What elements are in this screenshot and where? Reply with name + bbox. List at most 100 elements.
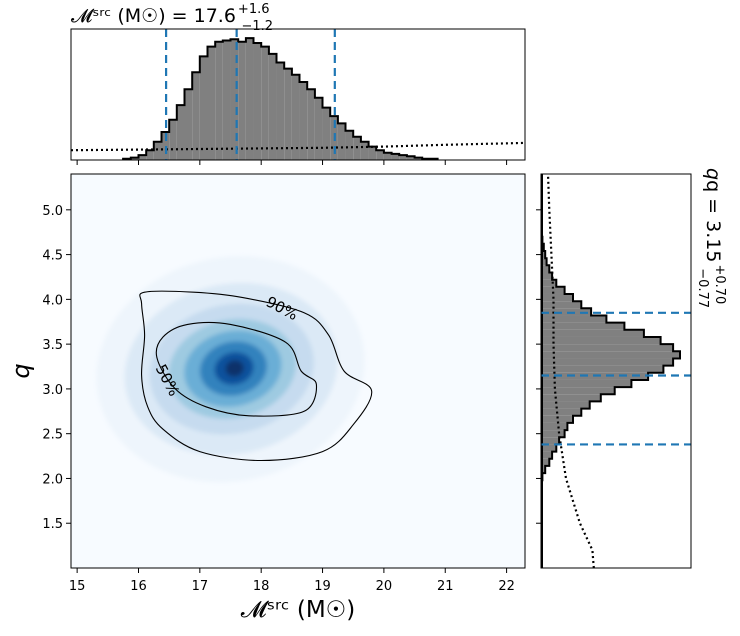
joint-density-panel: 90%50% 15 16 17 18 19 20 21 221.52.02.53.03.54.… — [7, 173, 526, 623]
top-hist-outline — [122, 37, 439, 160]
top-hist-bar — [222, 40, 231, 160]
top-hist-bar — [138, 155, 147, 160]
top-hist-bar — [207, 46, 216, 160]
right-hist-bar — [541, 365, 664, 373]
top-hist-bar — [322, 107, 331, 160]
y-tick-label: 5.0 — [42, 204, 63, 219]
top-hist-bar — [268, 53, 277, 160]
top-hist-bar — [376, 150, 384, 160]
right-hist-bar — [541, 265, 550, 273]
right-hist-bar — [541, 315, 607, 323]
top-hist-bar — [215, 41, 223, 160]
right-hist-bar — [541, 379, 632, 388]
top-hist-bar — [253, 42, 262, 160]
top-hist-bar — [192, 72, 200, 160]
right-hist-bar — [541, 401, 590, 409]
x-tick-label: 19 — [314, 579, 331, 594]
top-hist-bar — [230, 39, 239, 160]
x-tick-label: 20 — [376, 579, 393, 594]
top-hist-bar — [383, 152, 392, 160]
right-marginal-panel: qq = 3.15+0.70−0.77 — [536, 168, 727, 569]
top-hist-bar — [130, 157, 139, 160]
y-tick-label: 2.0 — [42, 472, 63, 487]
x-tick-label: 22 — [498, 579, 515, 594]
top-hist-bar — [238, 41, 246, 160]
top-hist-bar — [406, 156, 415, 160]
y-tick-label: 2.5 — [42, 428, 63, 443]
top-hist-bar — [399, 155, 407, 160]
top-hist-bar — [161, 131, 170, 160]
y-tick-label: 3.0 — [42, 383, 63, 398]
right-hist-bar — [541, 258, 547, 266]
right-panel-frame — [540, 173, 692, 569]
top-hist-bar — [337, 123, 346, 160]
top-hist-bar — [291, 74, 300, 160]
svg-text:qq = 3.15+0.70−0.77: qq = 3.15+0.70−0.77 — [695, 168, 727, 308]
top-panel-title: 𝓜ˢʳᶜ (M☉) = 17.6 +1.6 −1.2 — [71, 2, 273, 34]
right-hist-bar — [541, 251, 546, 259]
right-hist-bar — [541, 415, 573, 423]
right-hist-bar — [541, 301, 582, 309]
right-hist-bar — [541, 279, 557, 287]
right-hist-bar — [541, 387, 615, 395]
top-hist-bar — [391, 153, 400, 160]
right-hist-bar — [541, 394, 601, 402]
right-hist-bar — [541, 465, 546, 474]
right-hist-bar — [541, 444, 557, 452]
y-axis-label: q — [7, 363, 35, 378]
top-hist-bar — [360, 141, 369, 160]
right-hist-bar — [541, 358, 674, 366]
top-panel-frame — [70, 28, 526, 161]
top-prior-curve — [71, 141, 525, 152]
right-hist-bar — [541, 329, 644, 337]
top-hist-bar — [307, 89, 315, 160]
x-axis-label: 𝓜ˢʳᶜ (M☉) — [241, 597, 356, 623]
top-hist-bar — [314, 97, 323, 160]
right-hist-bar — [541, 408, 582, 416]
top-hist-bar — [153, 141, 162, 160]
right-panel-title: qq = 3.15+0.70−0.77 — [695, 168, 727, 308]
top-hist-bar — [299, 81, 308, 160]
density-level-7 — [225, 360, 244, 377]
right-hist-bar — [541, 272, 553, 280]
right-hist-bar — [541, 322, 625, 330]
top-hist-bar — [284, 68, 292, 160]
top-hist-bar — [169, 119, 177, 160]
top-hist-bar — [176, 105, 185, 160]
top-hist-bar — [353, 136, 361, 160]
x-tick-label: 16 — [130, 579, 147, 594]
y-tick-label: 1.5 — [42, 517, 63, 532]
top-hist-bar — [368, 146, 377, 160]
contour-90pct — [139, 290, 373, 462]
top-hist-bar — [276, 62, 285, 160]
top-marginal-panel: 𝓜ˢʳᶜ (M☉) = 17.6 +1.6 −1.2 — [70, 2, 526, 165]
right-hist-bar — [541, 430, 565, 438]
right-hist-bar — [541, 336, 661, 345]
top-hist-bar — [184, 89, 193, 160]
y-tick-label: 3.5 — [42, 338, 63, 353]
y-tick-label: 4.5 — [42, 249, 63, 264]
right-hist-bar — [541, 422, 568, 431]
right-hist-bar — [541, 458, 550, 466]
top-hist-bar — [146, 150, 154, 160]
right-hist-bar — [541, 286, 565, 294]
right-hist-bar — [541, 451, 553, 459]
top-hist-bar — [261, 46, 269, 160]
top-hist-bar — [414, 157, 423, 160]
right-hist-bar — [541, 351, 681, 359]
right-hist-bar — [541, 437, 560, 445]
right-hist-bar — [541, 293, 573, 302]
contour-50pct — [155, 321, 318, 417]
top-hist-bar — [345, 130, 354, 160]
x-tick-label: 21 — [437, 579, 454, 594]
right-hist-bar — [541, 308, 592, 316]
x-tick-label: 17 — [192, 579, 209, 594]
right-hist-bar — [541, 344, 674, 352]
x-tick-label: 15 — [69, 579, 86, 594]
top-hist-bar — [245, 38, 254, 160]
y-tick-label: 4.0 — [42, 293, 63, 308]
main-panel-frame — [70, 173, 526, 569]
x-tick-label: 18 — [253, 579, 270, 594]
top-hist-bar — [199, 56, 208, 160]
